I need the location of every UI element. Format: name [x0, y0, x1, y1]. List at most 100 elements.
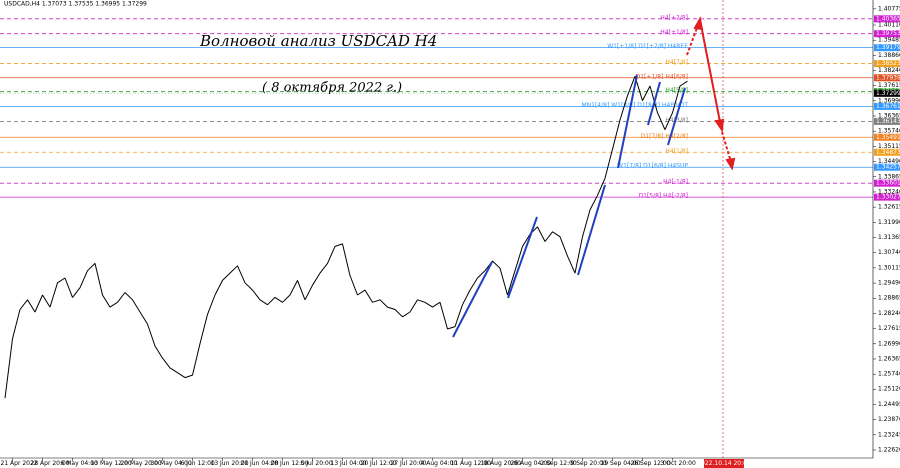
- x-tick-label: 6 Jun 12:00: [181, 460, 215, 467]
- y-tick-label: 1.39485: [878, 37, 900, 44]
- y-tick-label: 1.25740: [878, 371, 900, 378]
- level-label: H4[5/8]: [665, 87, 688, 94]
- level-price-box: [874, 30, 900, 38]
- y-tick-label: 1.38240: [878, 67, 900, 74]
- forecast-date-box: [704, 459, 744, 468]
- level-price: 1.35491: [876, 134, 900, 141]
- level-price-box: [874, 163, 900, 171]
- x-tick-label: 9 Sep 20:00: [571, 460, 607, 467]
- symbol-info: USDCAD,H4 1.37073 1.37535 1.36995 1.3729…: [4, 1, 147, 8]
- x-tick-label: 20 Jul 12:00: [361, 460, 397, 467]
- y-tick-label: 1.38860: [878, 52, 900, 59]
- level-price-box: [874, 117, 900, 125]
- level-price-box: [874, 60, 900, 68]
- last-price-box: [874, 89, 900, 97]
- y-tick-label: 1.26365: [878, 355, 900, 362]
- price-line: [4, 76, 688, 399]
- y-tick-label: 1.40110: [878, 22, 900, 29]
- level-label: H4[3/8]: [665, 117, 688, 124]
- y-tick-label: 1.28865: [878, 295, 900, 302]
- x-tick-label: 13 Jul 04:00: [331, 460, 367, 467]
- x-tick-label: 19 Sep 04:00: [601, 460, 641, 467]
- level-price-box: [874, 193, 900, 201]
- level-price-box: [874, 148, 900, 156]
- x-tick-label: 27 Jul 20:00: [391, 460, 427, 467]
- y-tick-label: 1.25120: [878, 386, 900, 393]
- level-price: 1.34257: [876, 164, 900, 171]
- level-price-box: [874, 179, 900, 187]
- x-tick-label: 11 Aug 12:00: [451, 460, 492, 467]
- level-price: 1.40365: [876, 15, 900, 22]
- level-price: 1.34873: [876, 149, 900, 156]
- level-price: 1.38523: [876, 60, 900, 67]
- y-tick-label: 1.35115: [878, 143, 900, 150]
- y-tick-label: 1.40775: [878, 5, 900, 12]
- y-tick-label: 1.32615: [878, 204, 900, 211]
- y-tick-label: 1.37615: [878, 82, 900, 89]
- level-label: MN1[4/8] W1[8/8] D1[8/8] H4PIVOT: [581, 102, 688, 109]
- y-tick-label: 1.31990: [878, 219, 900, 226]
- level-label: D1[7/8] H4[2/8]: [641, 133, 688, 140]
- x-tick-label: 21 Apr 2022: [1, 460, 38, 467]
- level-label: W1[+1/8] D1[+2/8] H4REE: [607, 43, 688, 50]
- y-tick-label: 1.29490: [878, 280, 900, 287]
- level-price: 1.33601: [876, 180, 900, 187]
- y-tick-label: 1.23245: [878, 431, 900, 438]
- last-price: 1.37299: [876, 90, 900, 97]
- y-tick-label: 1.35740: [878, 128, 900, 135]
- x-tick-label: 6 May 04:00: [61, 460, 99, 467]
- level-price: 1.33027: [876, 194, 900, 201]
- forecast-arrows: [686, 16, 736, 171]
- x-tick-label: 30 May 04:00: [151, 460, 192, 467]
- x-tick-label: 28 Jun 12:00: [271, 460, 309, 467]
- level-price-box: [874, 15, 900, 23]
- level-label: H4[1/8]: [665, 148, 688, 155]
- level-label: H4[+1/8]: [660, 29, 688, 36]
- level-label: H4[-1/8]: [663, 179, 688, 186]
- y-tick-label: 1.24495: [878, 401, 900, 408]
- level-price: 1.39753: [876, 30, 900, 37]
- x-tick-label: 18 Aug 20:00: [481, 460, 522, 467]
- y-tick-label: 1.33240: [878, 188, 900, 195]
- y-tick-label: 1.34490: [878, 158, 900, 165]
- y-tick-label: 1.30115: [878, 264, 900, 271]
- y-tick-label: 1.31365: [878, 234, 900, 241]
- x-tick-label: 26 Aug 04:00: [511, 460, 552, 467]
- level-label: H4[7/8]: [665, 59, 688, 66]
- level-label: W1[7/8] D1[6/8] H4SUP: [617, 163, 688, 170]
- level-price: 1.39179: [876, 44, 900, 51]
- x-tick-label: 28 Apr 20:00: [31, 460, 70, 467]
- level-price-box: [874, 74, 900, 82]
- x-tick-label: 20 May 20:00: [121, 460, 162, 467]
- level-label: D1[+1/8] H4[6/8]: [636, 73, 688, 80]
- chart-subtitle: ( 8 октября 2022 г.): [262, 81, 402, 96]
- level-price: 1.37939: [876, 74, 900, 81]
- y-tick-label: 1.36365: [878, 113, 900, 120]
- level-price: 1.36761: [876, 103, 900, 110]
- y-tick-label: 1.22620: [878, 446, 900, 453]
- level-price-box: [874, 133, 900, 141]
- level-price-box: [874, 44, 900, 52]
- y-tick-label: 1.27615: [878, 325, 900, 332]
- x-tick-label: 2 Sep 12:00: [541, 460, 577, 467]
- x-tick-label: 3 Oct 20:00: [661, 460, 696, 467]
- y-tick-label: 1.28240: [878, 310, 900, 317]
- y-tick-label: 1.36990: [878, 97, 900, 104]
- x-tick-label: 5 Jul 20:00: [301, 460, 333, 467]
- x-tick-label: 4 Aug 04:00: [421, 460, 458, 467]
- x-tick-label: 13 Jun 20:00: [211, 460, 249, 467]
- y-tick-label: 1.26990: [878, 340, 900, 347]
- chart-title: Волновой анализ USDCAD H4: [199, 32, 437, 50]
- level-label: D1[5/8] H4[-2/8]: [638, 193, 688, 200]
- y-tick-label: 1.33865: [878, 173, 900, 180]
- forecast-date: 2022.10.14 20:00: [697, 460, 751, 467]
- level-price: 1.36143: [876, 118, 900, 125]
- x-tick-label: 13 May 12:00: [91, 460, 132, 467]
- x-tick-label: 26 Sep 12:00: [631, 460, 671, 467]
- price-layer: [4, 76, 688, 399]
- wave-lines: [452, 74, 686, 338]
- y-tick-label: 1.30740: [878, 249, 900, 256]
